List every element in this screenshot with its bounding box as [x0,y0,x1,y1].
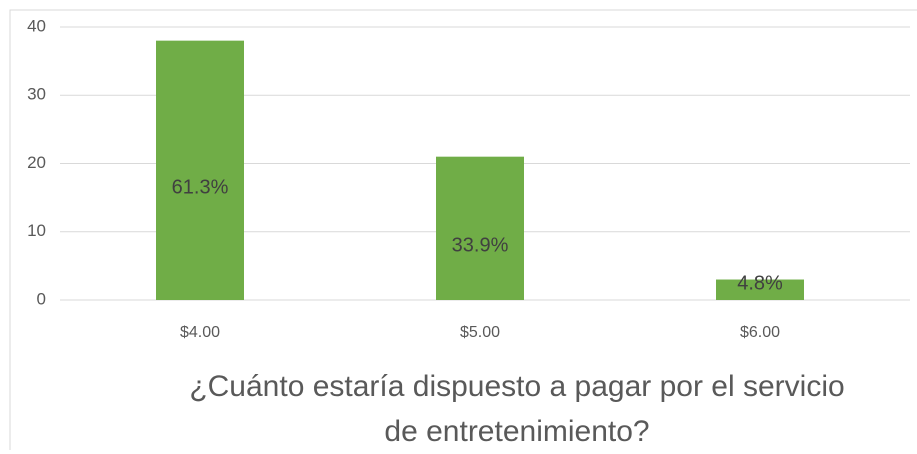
bar [156,40,244,301]
data-label: 33.9% [452,235,509,257]
y-tick-label: 30 [27,85,46,104]
x-tick-label: $6.00 [740,324,780,341]
chart-title: ¿Cuánto estaría dispuesto a pagar por el… [189,370,845,448]
chart-frame [9,9,917,450]
bar [716,279,804,300]
y-tick-label: 10 [27,221,46,240]
y-tick-label: 20 [27,153,46,172]
data-label: 61.3% [172,177,229,199]
data-label: 4.8% [737,272,783,294]
bar [436,156,524,300]
x-tick-label: $5.00 [460,324,500,341]
y-tick-label: 40 [27,16,46,35]
y-tick-label: 0 [37,289,46,308]
x-tick-label: $4.00 [180,324,220,341]
